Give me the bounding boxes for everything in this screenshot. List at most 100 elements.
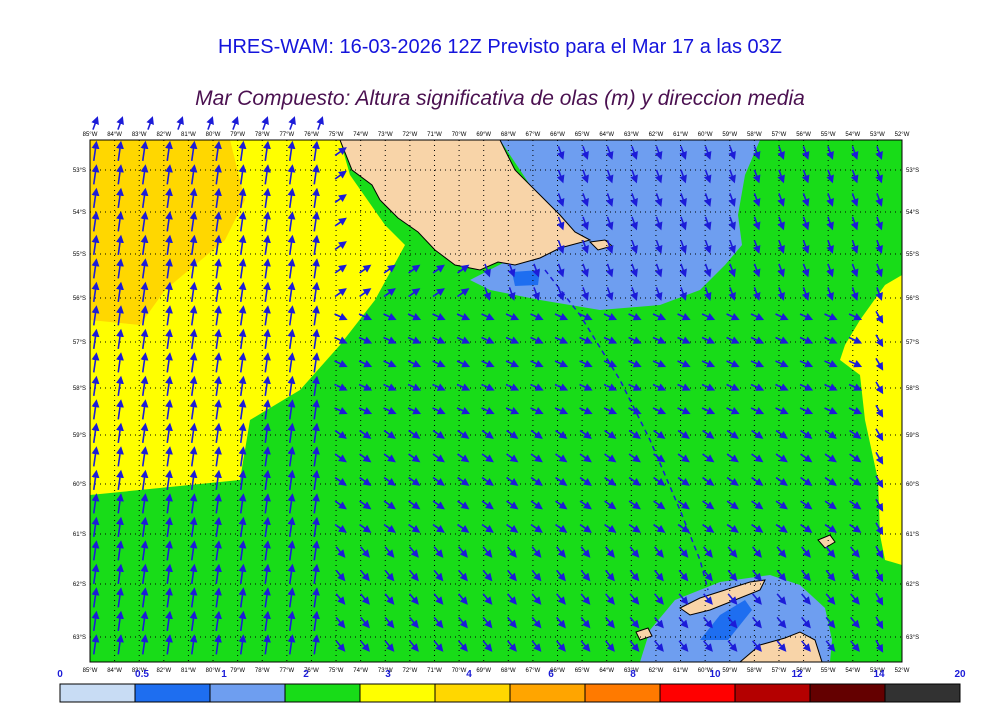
- longitude-label: 67°W: [526, 668, 541, 674]
- wave-arrow: [507, 640, 517, 652]
- wave-arrow: [238, 563, 247, 585]
- wave-arrow: [116, 516, 124, 538]
- wave-arrow: [630, 216, 638, 231]
- wave-arrow: [875, 169, 883, 184]
- wave-arrow: [432, 360, 446, 368]
- longitude-label: 71°W: [427, 668, 442, 674]
- wave-arrow: [653, 476, 666, 486]
- wave-arrow: [703, 616, 713, 629]
- wave-arrow: [189, 469, 198, 491]
- wave-arrow: [165, 634, 173, 655]
- wave-arrow: [334, 313, 348, 321]
- wave-arrow: [383, 288, 396, 298]
- wave-arrow: [727, 616, 738, 629]
- latitude-label: 58°S: [73, 386, 86, 392]
- wave-arrow: [189, 493, 198, 514]
- wave-arrow: [799, 383, 814, 391]
- wave-arrow: [263, 587, 271, 608]
- wave-arrow: [628, 336, 642, 344]
- wave-arrow: [116, 399, 124, 420]
- colorbar-bin: [809, 683, 886, 703]
- wave-arrow: [605, 546, 615, 558]
- wave-arrow: [849, 453, 862, 463]
- wave-arrow: [214, 258, 222, 279]
- wave-arrow: [702, 453, 715, 463]
- wave-arrow: [875, 404, 884, 418]
- wave-arrow: [555, 523, 568, 533]
- wave-arrow: [604, 500, 617, 510]
- wave-arrow: [432, 336, 446, 344]
- colorbar-tick-label: 8: [630, 669, 636, 680]
- wave-arrow: [875, 287, 883, 301]
- wave-zone-4-6m-core: [90, 140, 245, 325]
- wave-arrow: [334, 383, 348, 391]
- wave-arrow: [652, 383, 667, 391]
- wave-arrow: [481, 500, 494, 510]
- latitude-label: 62°S: [73, 582, 86, 588]
- longitude-label: 74°W: [353, 132, 368, 138]
- wave-arrow: [530, 453, 543, 463]
- wave-arrow: [654, 193, 663, 207]
- wave-arrow: [287, 587, 296, 608]
- longitude-label: 71°W: [427, 132, 442, 138]
- wave-arrow: [214, 399, 222, 420]
- wave-arrow: [801, 640, 811, 652]
- wave-arrow: [801, 593, 811, 605]
- wave-arrow: [850, 193, 859, 207]
- wave-arrow: [206, 116, 214, 130]
- latitude-label: 54°S: [73, 210, 86, 216]
- wave-arrow: [165, 211, 173, 232]
- wave-arrow: [359, 288, 372, 298]
- wave-arrow: [231, 116, 239, 130]
- wave-arrow: [238, 422, 247, 444]
- latitude-label: 59°S: [906, 433, 919, 439]
- wave-arrow: [140, 234, 149, 256]
- wave-arrow: [775, 476, 788, 486]
- wave-arrow: [140, 258, 149, 279]
- wave-arrow: [555, 429, 568, 439]
- wave-arrow: [359, 429, 372, 439]
- wave-arrow: [824, 523, 837, 533]
- wave-arrow: [238, 258, 247, 279]
- wave-arrow: [556, 546, 566, 558]
- wave-arrow: [316, 116, 324, 130]
- wave-arrow: [458, 616, 468, 629]
- colorbar-tick-label: 12: [791, 669, 803, 680]
- longitude-label: 80°W: [206, 132, 221, 138]
- wave-arrow: [312, 563, 320, 585]
- wave-arrow: [555, 453, 568, 463]
- wave-arrow: [703, 263, 712, 278]
- wave-arrow: [875, 240, 883, 254]
- wave-arrow: [875, 569, 884, 583]
- wave-arrow: [189, 234, 198, 256]
- wave-arrow: [263, 516, 271, 538]
- wave-arrow: [287, 446, 296, 467]
- wave-arrow: [165, 399, 173, 420]
- latitude-label: 63°S: [906, 635, 919, 641]
- wave-arrow: [359, 500, 372, 510]
- wave-arrow: [581, 216, 589, 231]
- wave-arrow: [165, 516, 173, 538]
- wave-arrow: [825, 546, 836, 558]
- wave-arrow: [482, 616, 493, 629]
- wave-arrow: [530, 407, 544, 415]
- wave-arrow: [334, 360, 348, 368]
- wave-arrow: [189, 375, 198, 397]
- wave-arrow: [263, 493, 271, 514]
- wave-arrow: [140, 328, 149, 350]
- wave-arrow: [775, 453, 788, 463]
- wave-arrow: [701, 336, 716, 344]
- wave-arrow: [116, 587, 124, 608]
- wave-arrow: [654, 546, 664, 558]
- wave-arrow: [556, 593, 566, 605]
- wave-arrow: [91, 375, 100, 397]
- wave-arrow: [849, 429, 862, 439]
- wave-arrow: [432, 523, 445, 533]
- wave-arrow: [581, 169, 589, 184]
- wave-arrow: [677, 523, 690, 533]
- wave-arrow: [165, 281, 173, 303]
- wave-arrow: [433, 546, 444, 558]
- wave-arrow: [116, 375, 124, 397]
- wave-arrow: [287, 352, 296, 373]
- wave-arrow: [799, 313, 814, 321]
